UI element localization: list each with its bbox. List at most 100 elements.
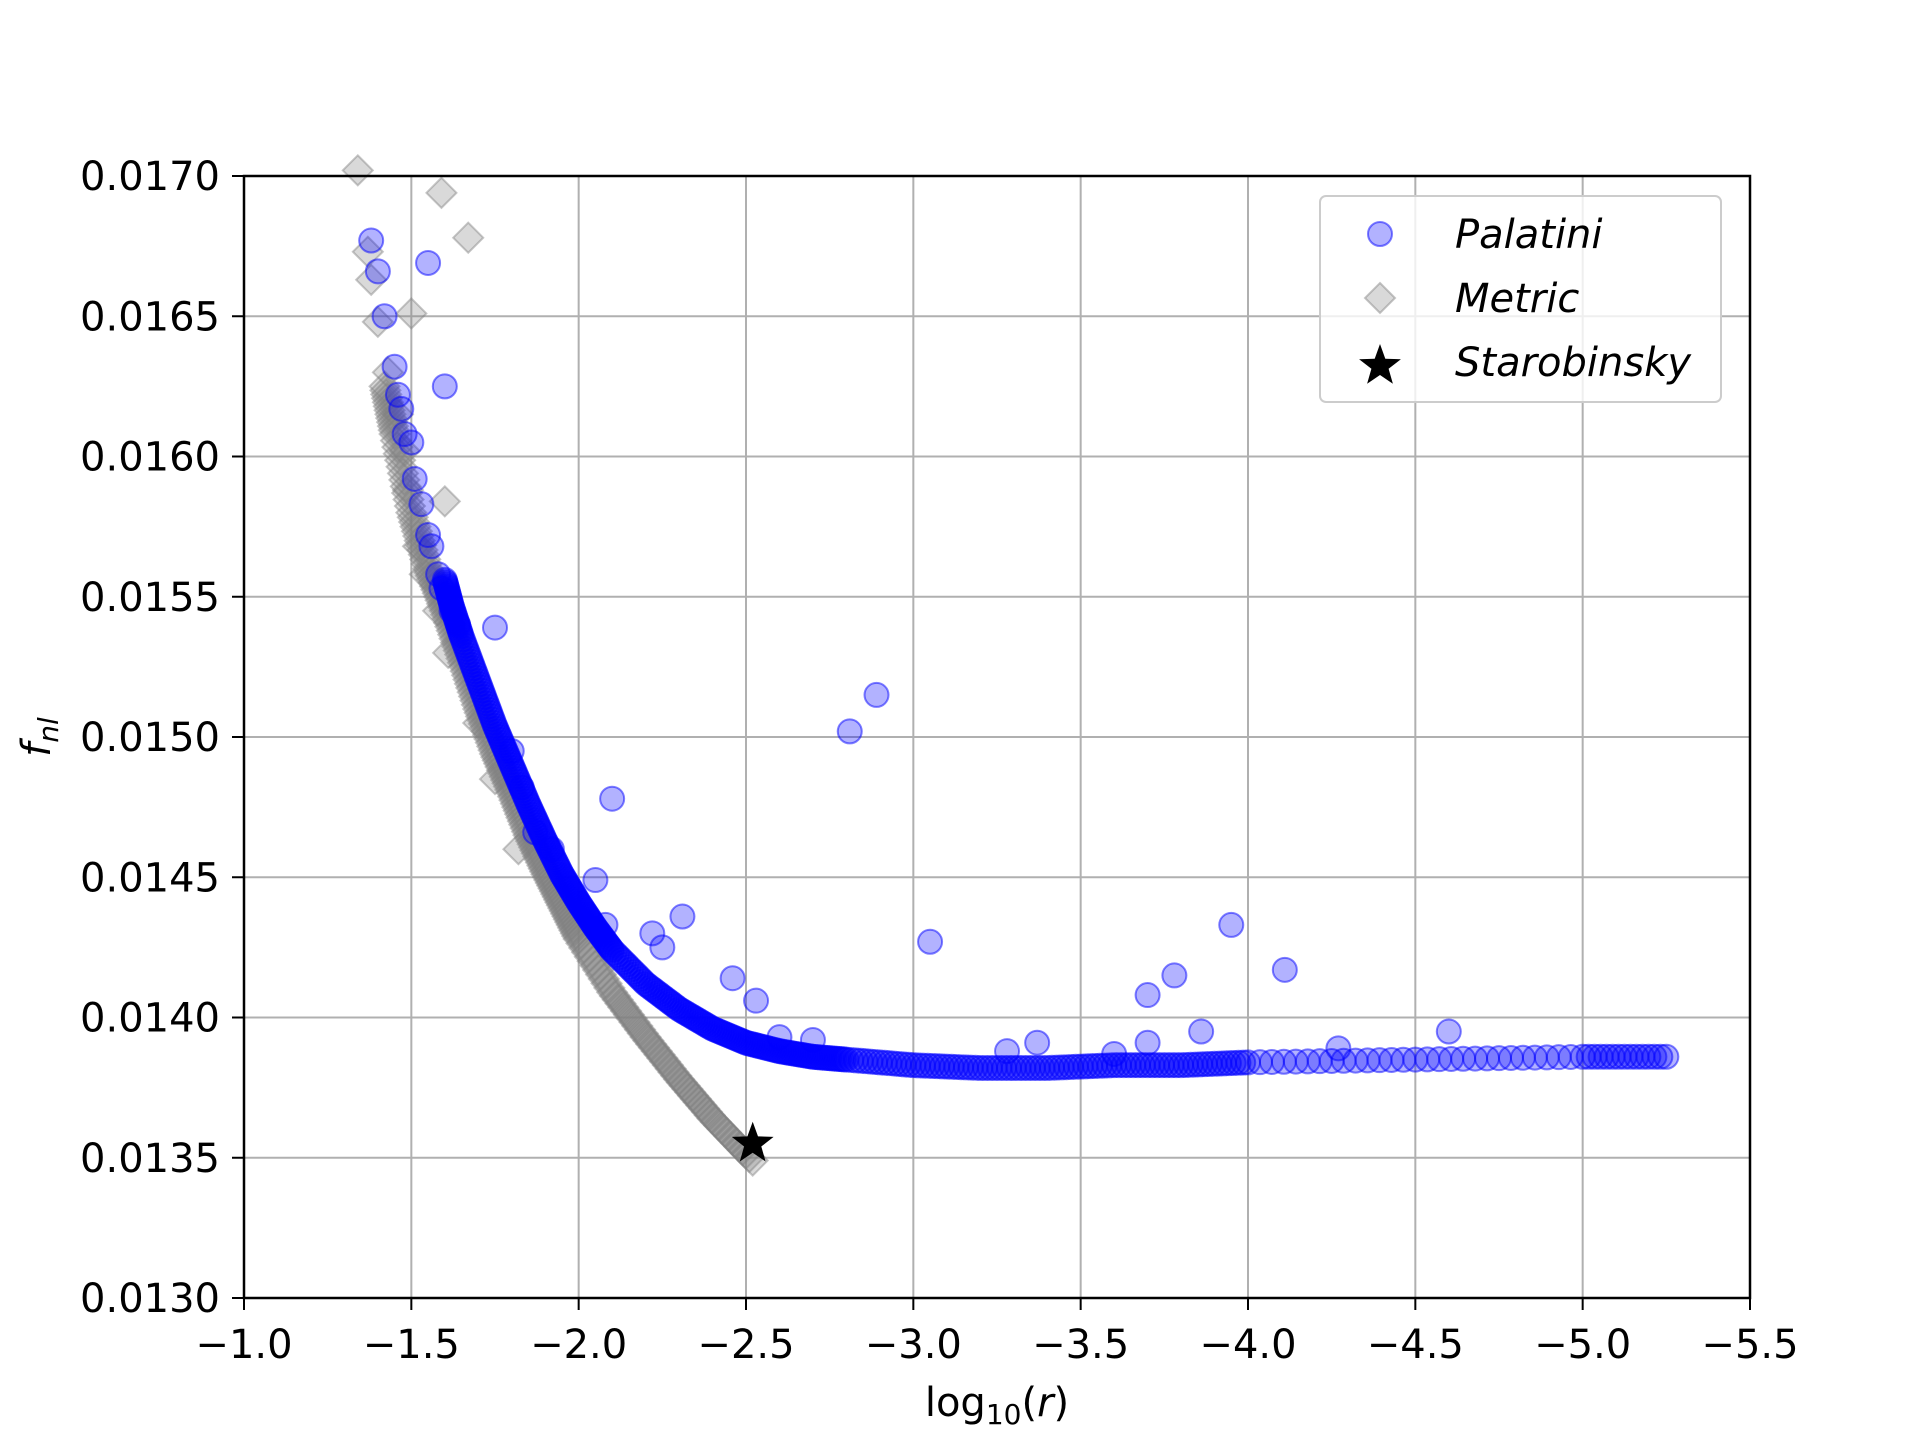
metric-point [665, 1066, 699, 1099]
metric-point [387, 463, 421, 497]
metric-point [606, 990, 640, 1024]
metric-point [623, 1013, 657, 1047]
palatini-point [358, 227, 385, 254]
legend-label-metric: Metric [1455, 276, 1579, 322]
metric-point [394, 496, 428, 530]
palatini-point [401, 465, 428, 492]
metric-point [361, 305, 395, 339]
metric-point [659, 1059, 693, 1093]
metric-point [684, 1088, 718, 1122]
metric-point [706, 1112, 739, 1146]
metric-point [581, 953, 615, 987]
x-tick-label: −5.5 [1701, 1322, 1798, 1368]
palatini-point [917, 928, 944, 955]
y-tick-label: 0.0145 [80, 855, 220, 901]
y-tick-label: 0.0140 [80, 996, 220, 1042]
metric-point [401, 529, 435, 563]
metric-point [668, 1069, 702, 1103]
metric-point [712, 1119, 746, 1153]
palatini-point [743, 987, 770, 1014]
x-tick-label: −3.0 [865, 1322, 962, 1368]
legend: Palatini Metric Starobinsky [1319, 195, 1722, 403]
metric-point [709, 1116, 743, 1149]
metric-point [702, 1109, 736, 1142]
palatini-point [1161, 962, 1188, 989]
palatini-point [1647, 1043, 1674, 1070]
metric-point [699, 1105, 733, 1139]
palatini-point [599, 785, 626, 812]
metric-point [671, 1072, 704, 1106]
metric-point [662, 1062, 696, 1096]
y-tick-label: 0.0135 [80, 1136, 220, 1182]
y-tick-label: 0.0165 [80, 294, 220, 340]
palatini-point [639, 920, 666, 947]
x-tick-label: −4.5 [1367, 1322, 1464, 1368]
palatini-point [364, 258, 391, 285]
metric-point [629, 1020, 663, 1054]
metric-point [696, 1102, 729, 1135]
palatini-point [398, 429, 425, 456]
metric-point [391, 473, 425, 507]
metric-point [425, 176, 458, 210]
y-tick-label: 0.0160 [80, 435, 220, 481]
metric-point [394, 297, 428, 330]
metric-point [590, 966, 623, 1000]
metric-point [378, 417, 412, 451]
metric-point [397, 505, 431, 539]
metric-point [354, 263, 388, 297]
metric-point [631, 1024, 665, 1058]
palatini-point [388, 395, 415, 422]
metric-point [634, 1027, 668, 1061]
y-tick-label: 0.0170 [80, 154, 220, 200]
palatini-point [522, 819, 549, 846]
y-tick-label: 0.0150 [80, 715, 220, 761]
metric-point [401, 519, 435, 553]
metric-point [687, 1092, 721, 1126]
metric-point [392, 483, 425, 516]
metric-point [615, 1002, 649, 1035]
palatini-point [1325, 1035, 1352, 1062]
palatini-point [1134, 1029, 1161, 1056]
metric-point [595, 975, 629, 1009]
palatini-point [799, 1026, 826, 1053]
metric-point [690, 1095, 724, 1129]
palatini-point [371, 303, 398, 330]
palatini-point [428, 575, 455, 602]
palatini-point [408, 491, 435, 518]
x-tick-label: −3.5 [1032, 1322, 1129, 1368]
metric-point [679, 1082, 713, 1116]
metric-point [598, 979, 632, 1013]
metric-point [637, 1031, 671, 1065]
metric-point [592, 971, 626, 1005]
palatini-point [994, 1038, 1021, 1065]
legend-label-starobinsky: Starobinsky [1455, 340, 1692, 386]
metric-point [643, 1038, 676, 1072]
palatini-point [418, 533, 445, 560]
x-tick-label: −1.0 [195, 1322, 292, 1368]
starobinsky-point [731, 1121, 774, 1162]
palatini-point [1435, 1018, 1462, 1045]
metric-point [626, 1016, 660, 1050]
metric-point [648, 1045, 682, 1079]
metric-point [584, 958, 618, 991]
metric-point [604, 987, 637, 1020]
metric-point [640, 1034, 674, 1068]
metric-point [380, 430, 414, 464]
palatini-point [415, 249, 442, 276]
palatini-point [649, 934, 676, 961]
palatini-point [498, 738, 525, 765]
palatini-point [1188, 1018, 1215, 1045]
metric-point [399, 510, 432, 544]
palatini-point [508, 774, 535, 801]
palatini-point [381, 353, 408, 380]
metric-point [620, 1009, 654, 1043]
x-axis-label: log10(r) [925, 1380, 1069, 1431]
x-tick-label: −2.0 [530, 1322, 627, 1368]
palatini-point [438, 597, 465, 624]
metric-point [609, 994, 643, 1028]
metric-point [682, 1085, 716, 1119]
palatini-point [1218, 911, 1245, 938]
palatini-point [1653, 1043, 1680, 1070]
metric-point [618, 1005, 651, 1039]
